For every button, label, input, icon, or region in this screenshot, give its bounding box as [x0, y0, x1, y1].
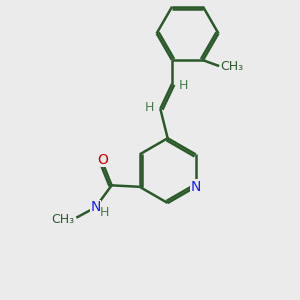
Text: H: H	[178, 79, 188, 92]
Text: CH₃: CH₃	[51, 213, 74, 226]
Text: N: N	[90, 200, 100, 214]
Text: CH₃: CH₃	[221, 60, 244, 73]
Text: H: H	[100, 206, 110, 219]
Text: H: H	[144, 101, 154, 114]
Text: N: N	[190, 180, 201, 194]
Text: O: O	[98, 153, 108, 167]
